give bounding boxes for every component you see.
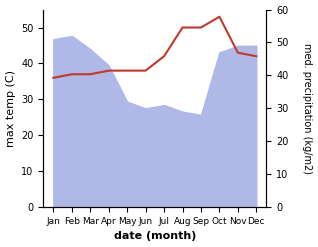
X-axis label: date (month): date (month) [114,231,196,242]
Y-axis label: max temp (C): max temp (C) [5,70,16,147]
Y-axis label: med. precipitation (kg/m2): med. precipitation (kg/m2) [302,43,313,174]
